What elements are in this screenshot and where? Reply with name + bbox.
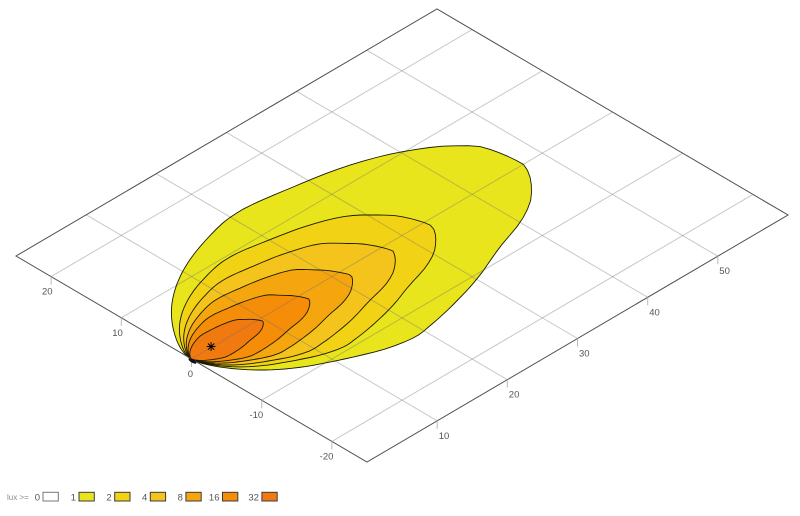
- svg-text:2: 2: [106, 493, 111, 504]
- svg-text:-10: -10: [249, 410, 263, 421]
- svg-text:10: 10: [439, 431, 450, 442]
- svg-text:1: 1: [71, 493, 76, 504]
- svg-text:30: 30: [579, 349, 590, 360]
- svg-text:50: 50: [719, 266, 730, 277]
- svg-text:-20: -20: [320, 451, 334, 462]
- svg-text:20: 20: [42, 287, 53, 298]
- svg-text:10: 10: [112, 328, 123, 339]
- svg-text:20: 20: [509, 390, 520, 401]
- svg-text:40: 40: [649, 307, 660, 318]
- svg-text:32: 32: [248, 493, 259, 504]
- svg-text:4: 4: [142, 493, 147, 504]
- svg-text:0: 0: [188, 369, 193, 380]
- svg-text:16: 16: [209, 493, 220, 504]
- svg-text:0: 0: [35, 493, 40, 504]
- svg-text:8: 8: [178, 493, 183, 504]
- svg-text:lux >=: lux >=: [7, 493, 29, 502]
